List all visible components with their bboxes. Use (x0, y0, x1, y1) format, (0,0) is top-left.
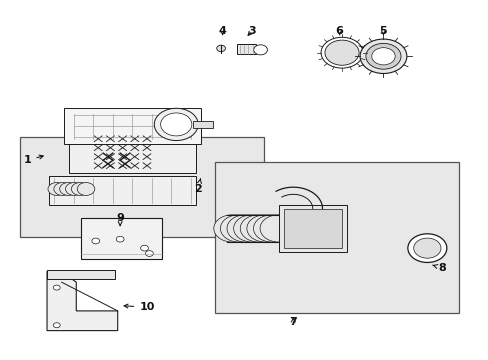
Bar (64, 108, 200, 144)
Circle shape (53, 323, 60, 328)
Circle shape (407, 234, 446, 262)
Circle shape (54, 183, 71, 195)
Circle shape (71, 183, 89, 195)
Text: 8: 8 (432, 263, 445, 273)
Circle shape (226, 215, 264, 242)
Text: 4: 4 (218, 26, 226, 36)
Circle shape (116, 236, 124, 242)
Circle shape (233, 215, 270, 242)
Circle shape (253, 45, 267, 55)
Bar (69, 130, 195, 173)
Circle shape (154, 108, 198, 140)
Circle shape (160, 113, 191, 136)
Circle shape (371, 48, 394, 65)
Circle shape (53, 285, 60, 290)
Text: 5: 5 (379, 26, 386, 36)
Circle shape (77, 183, 95, 195)
Circle shape (246, 215, 284, 242)
Text: 1: 1 (23, 155, 43, 165)
Text: 6: 6 (335, 26, 343, 36)
Polygon shape (47, 271, 118, 330)
Text: 2: 2 (194, 179, 202, 194)
Bar (49, 176, 195, 205)
Bar (215, 162, 458, 313)
Circle shape (216, 45, 225, 51)
Bar (278, 205, 346, 252)
Text: 10: 10 (124, 302, 154, 312)
Circle shape (92, 238, 100, 244)
Circle shape (359, 39, 406, 73)
Bar (193, 121, 212, 128)
Text: 3: 3 (247, 26, 255, 36)
Circle shape (325, 40, 358, 65)
Circle shape (213, 215, 250, 242)
Circle shape (413, 238, 440, 258)
Circle shape (48, 183, 65, 195)
Circle shape (260, 215, 297, 242)
Bar (283, 209, 341, 248)
Circle shape (220, 215, 257, 242)
Bar (237, 44, 255, 54)
Circle shape (253, 215, 290, 242)
Circle shape (365, 43, 400, 69)
Text: 9: 9 (116, 213, 124, 226)
Text: 7: 7 (289, 317, 297, 327)
Circle shape (65, 183, 83, 195)
Circle shape (141, 245, 148, 251)
Bar (20, 137, 264, 237)
Circle shape (240, 215, 277, 242)
Circle shape (60, 183, 77, 195)
Circle shape (145, 251, 153, 256)
Bar (47, 270, 115, 279)
Bar (81, 218, 161, 259)
Circle shape (321, 37, 362, 68)
